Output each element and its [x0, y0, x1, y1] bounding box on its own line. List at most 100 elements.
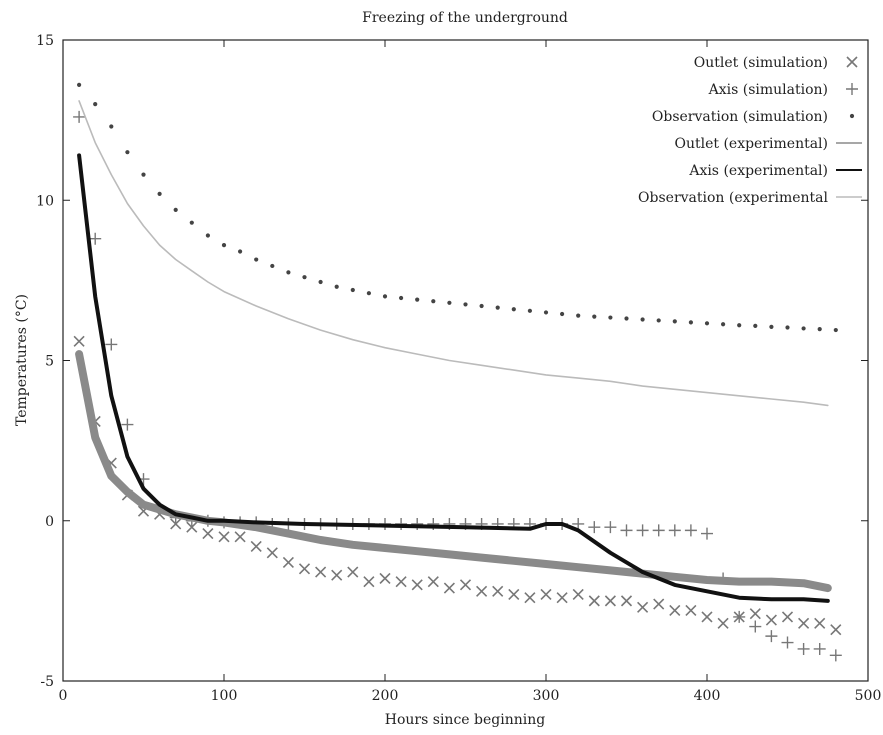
data-point [189, 220, 194, 225]
data-point [302, 275, 307, 280]
data-point [105, 338, 118, 351]
data-point [652, 524, 665, 537]
data-point [73, 335, 85, 347]
series-line [75, 350, 832, 593]
series-group [73, 82, 842, 662]
data-point [492, 585, 504, 597]
data-point [798, 617, 810, 629]
data-point [588, 521, 601, 534]
legend-item: Observation (simulation) [652, 109, 855, 125]
data-point [205, 233, 210, 238]
legend-label: Axis (simulation) [708, 82, 828, 98]
data-point [125, 150, 130, 155]
x-tick-label: 100 [211, 688, 238, 704]
data-point [443, 582, 455, 594]
x-tick-label: 300 [533, 688, 560, 704]
data-point [717, 617, 729, 629]
data-point [765, 614, 777, 626]
data-point [411, 579, 423, 591]
data-point [427, 576, 439, 588]
data-point [218, 531, 230, 543]
data-point [721, 322, 726, 327]
chart-title: Freezing of the underground [362, 10, 568, 26]
data-point [286, 270, 291, 275]
legend-label: Axis (experimental) [688, 163, 828, 179]
data-point [640, 317, 645, 322]
series-line [77, 153, 830, 603]
data-point [701, 527, 713, 540]
x-axis-label: Hours since beginning [385, 712, 545, 728]
data-point [737, 323, 742, 328]
data-point [238, 249, 243, 254]
y-axis-label: Temperatures (°C) [14, 294, 30, 426]
data-point [592, 314, 597, 319]
data-point [463, 302, 468, 307]
legend-item: Observation (experimental [638, 190, 862, 206]
data-point [93, 102, 98, 107]
data-point [270, 263, 275, 269]
data-point [89, 232, 102, 245]
data-point [447, 300, 452, 305]
data-point [624, 316, 629, 321]
data-point [604, 595, 616, 607]
series-3 [77, 82, 838, 333]
data-point [829, 649, 842, 662]
legend: Outlet (simulation) Axis (simulation) Obse… [638, 55, 862, 206]
data-point [749, 608, 761, 620]
data-point [684, 524, 697, 537]
y-tick-label: 0 [45, 514, 54, 530]
data-point [620, 524, 633, 537]
data-point [704, 321, 710, 326]
data-point [479, 303, 484, 309]
series-1 [73, 335, 842, 636]
data-point [556, 592, 568, 604]
legend-item: Axis (experimental) [688, 163, 862, 179]
data-point [653, 598, 665, 610]
data-point [234, 531, 246, 543]
data-point [785, 325, 790, 330]
series-4 [75, 350, 832, 593]
data-point [733, 610, 746, 623]
data-point [830, 624, 842, 636]
y-tick-label: 15 [36, 33, 54, 49]
legend-item: Outlet (simulation) [694, 55, 858, 71]
data-point [797, 642, 810, 655]
data-point [781, 611, 794, 623]
series-5 [77, 153, 830, 603]
data-point [331, 569, 343, 581]
data-point [572, 588, 584, 601]
data-point [379, 572, 391, 585]
data-point [511, 307, 516, 312]
data-point [672, 319, 677, 324]
data-point [202, 528, 214, 540]
data-point [77, 82, 82, 87]
data-point [173, 207, 178, 212]
data-point [121, 418, 134, 431]
data-point [668, 524, 681, 537]
data-point [701, 611, 713, 623]
data-point [656, 318, 661, 323]
data-point [765, 630, 778, 643]
data-point [395, 576, 407, 588]
data-point [753, 323, 758, 328]
data-point [282, 556, 294, 568]
legend-swatch [849, 113, 855, 119]
x-tick-label: 500 [855, 688, 882, 704]
legend-label: Observation (experimental [638, 190, 828, 206]
data-point [749, 620, 762, 633]
data-point [801, 326, 806, 331]
data-point [250, 540, 262, 552]
legend-swatch [846, 83, 858, 95]
y-tick-label: 5 [45, 354, 54, 370]
data-point [540, 588, 552, 601]
legend-swatch [846, 56, 858, 68]
data-point [298, 563, 311, 575]
data-point [636, 524, 649, 537]
data-point [669, 604, 681, 617]
data-point [688, 320, 694, 325]
y-tick-label: 10 [36, 193, 54, 209]
data-point [524, 592, 536, 604]
x-tick-label: 0 [59, 688, 68, 704]
